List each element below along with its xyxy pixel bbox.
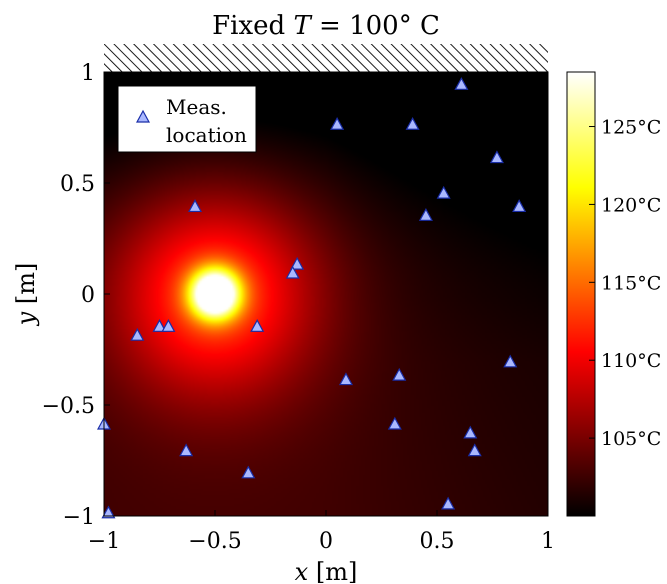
measurement-location-marker: [489, 150, 504, 164]
x-tick-label: 0: [319, 529, 333, 554]
measurement-location-marker: [101, 505, 116, 519]
y-tick-label: 1: [81, 61, 95, 86]
x-axis-label: x [m]: [295, 558, 358, 584]
colorbar-tick-label: 105°C: [601, 428, 661, 450]
y-axis-ticks: 1 0.5 0 −0.5 −1: [42, 61, 110, 530]
y-tick-label: 0.5: [60, 172, 95, 197]
legend-label-line2: location: [166, 123, 247, 147]
measurement-location-marker: [338, 372, 353, 386]
y-tick-label: 0: [81, 283, 95, 308]
colorbar: [566, 71, 596, 517]
y-axis-label: y [m]: [12, 263, 40, 327]
x-tick-label: 1: [541, 529, 555, 554]
x-tick-label: 0.5: [420, 529, 455, 554]
measurement-location-marker: [405, 117, 420, 130]
measurement-location-marker: [152, 319, 167, 332]
measurement-location-marker: [290, 256, 305, 270]
x-tick-label: −0.5: [188, 529, 241, 554]
x-tick-label: −1: [88, 529, 120, 554]
measurement-location-marker: [463, 425, 478, 439]
measurement-location-marker: [441, 496, 456, 510]
measurement-location-marker: [454, 77, 469, 90]
measurement-location-marker: [285, 265, 300, 279]
measurement-location-marker: [130, 327, 145, 341]
fixed-temperature-wall: [104, 44, 548, 72]
measurement-location-marker: [250, 319, 265, 332]
measurement-location-marker: [512, 199, 527, 213]
colorbar-tick-label: 115°C: [601, 272, 661, 294]
legend-label-line1: Meas.: [166, 95, 227, 119]
measurement-location-marker: [418, 208, 433, 221]
x-axis-ticks: −1 −0.5 0 0.5 1: [88, 510, 555, 554]
measurement-location-marker: [392, 367, 407, 381]
measurement-location-marker: [467, 443, 482, 457]
measurement-location-marker: [436, 185, 451, 199]
legend-triangle-icon: [135, 109, 151, 123]
measurement-location-marker: [503, 354, 518, 368]
colorbar-tick-label: 110°C: [601, 350, 661, 372]
y-tick-label: −1: [63, 505, 95, 530]
chart-title: Fixed T = 100° C: [212, 11, 440, 41]
measurement-location-marker: [330, 117, 345, 130]
colorbar-tick-label: 120°C: [601, 194, 661, 216]
measurement-location-marker: [241, 465, 256, 479]
y-tick-label: −0.5: [42, 394, 95, 419]
colorbar-ticks: 125°C 120°C 115°C 110°C 105°C: [589, 117, 661, 450]
colorbar-tick-label: 125°C: [601, 117, 661, 139]
legend: Meas. location: [117, 85, 257, 153]
measurement-location-marker: [179, 443, 194, 457]
measurement-location-marker: [161, 319, 176, 332]
measurement-markers: [96, 77, 527, 519]
measurement-location-marker: [387, 416, 402, 430]
measurement-location-marker: [188, 199, 203, 213]
